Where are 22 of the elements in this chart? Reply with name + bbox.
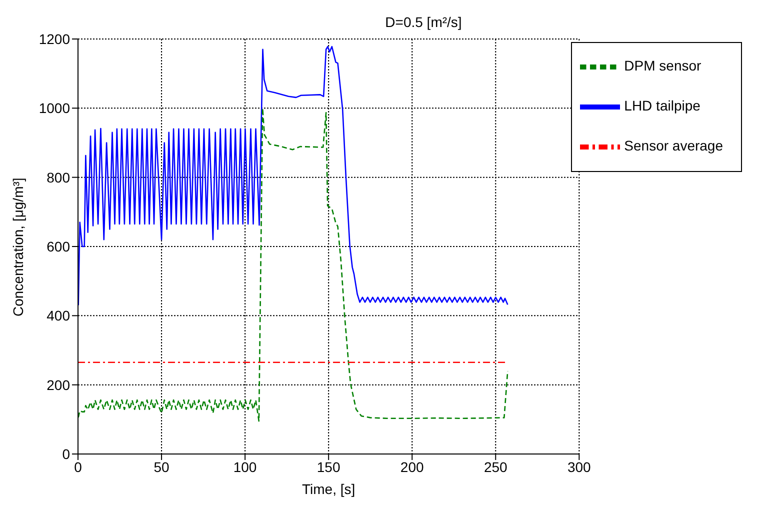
x-tick-label: 300 bbox=[567, 458, 592, 475]
legend-label: Sensor average bbox=[624, 138, 723, 154]
y-tick-label: 1000 bbox=[38, 100, 70, 116]
legend-label: DPM sensor bbox=[624, 58, 702, 74]
line-series bbox=[78, 46, 508, 306]
x-tick-label: 100 bbox=[233, 458, 257, 475]
y-tick-label: 600 bbox=[46, 238, 70, 254]
x-tick-label: 0 bbox=[74, 458, 82, 475]
y-tick-label: 0 bbox=[62, 446, 70, 462]
y-tick-label: 800 bbox=[46, 169, 70, 186]
y-tick-label: 400 bbox=[46, 308, 70, 324]
x-tick-label: 50 bbox=[154, 458, 170, 475]
chart-title: D=0.5 [m²/s] bbox=[384, 14, 463, 30]
y-axis-title: Concentration, [μg/m³] bbox=[10, 178, 26, 316]
x-tick-label: 200 bbox=[400, 458, 424, 475]
x-tick-label: 150 bbox=[316, 458, 340, 475]
legend-label: LHD tailpipe bbox=[624, 98, 700, 114]
x-axis-title: Time, [s] bbox=[302, 481, 356, 497]
x-tick-label: 250 bbox=[484, 458, 508, 475]
y-tick-label: 200 bbox=[46, 376, 70, 393]
y-tick-label: 1200 bbox=[38, 30, 70, 47]
line-series bbox=[78, 108, 508, 422]
